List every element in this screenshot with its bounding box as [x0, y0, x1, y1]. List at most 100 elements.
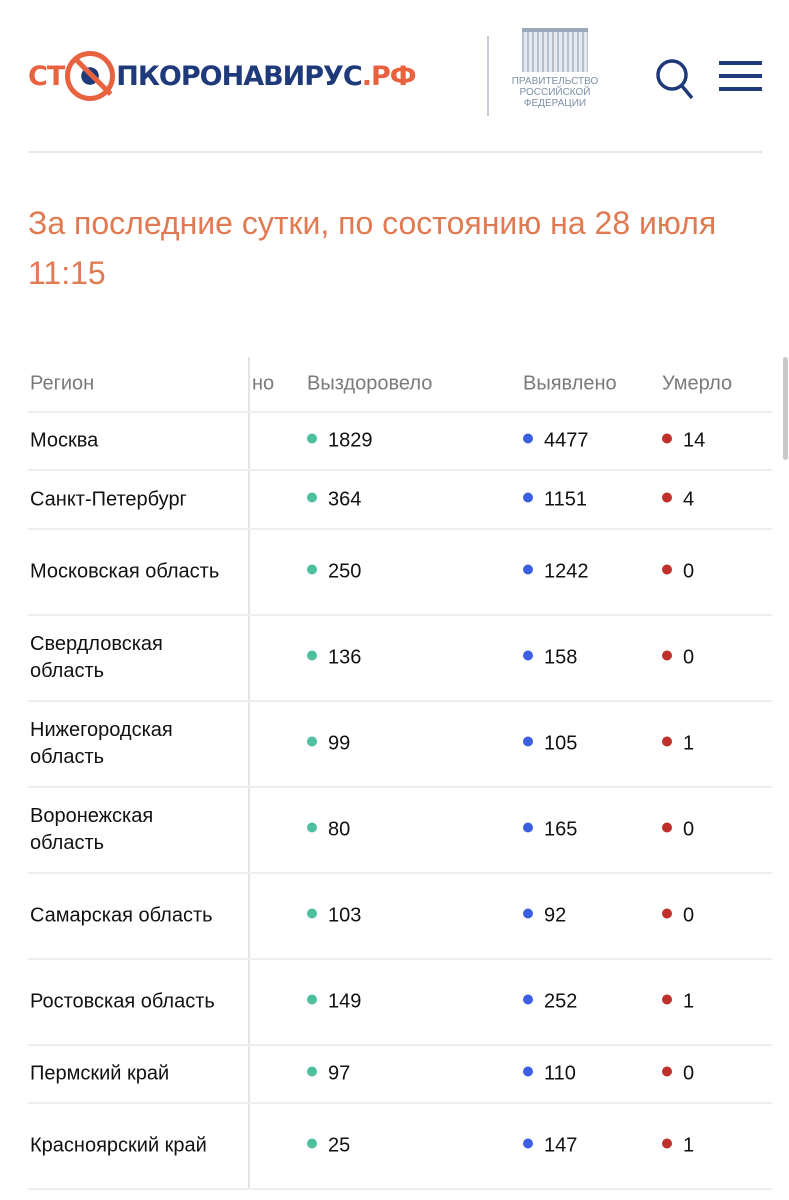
detected-dot-icon — [523, 994, 533, 1005]
header-died[interactable]: Умерло — [662, 372, 733, 395]
region-name: Свердловская область — [30, 633, 163, 682]
detected-number: 4477 — [544, 429, 589, 452]
regions-table: Регион но Выздоровело Выявлено Умерло Мо… — [28, 357, 772, 1190]
recovered-value: 136 — [307, 647, 361, 670]
region-name: Красноярский край — [30, 1134, 207, 1157]
header-separator — [28, 151, 762, 153]
died-value: 14 — [662, 430, 705, 453]
site-logo[interactable]: СТ ПКОРОНАВИРУС .РФ — [28, 48, 417, 104]
recovered-dot-icon — [307, 1066, 317, 1077]
table-row: Воронежская область 80 165 0 — [28, 788, 772, 874]
detected-value: 105 — [523, 733, 577, 756]
header-divider — [487, 36, 489, 116]
table-row: Свердловская область 136 158 0 — [28, 616, 772, 702]
detected-value: 252 — [523, 991, 577, 1014]
recovered-value: 364 — [307, 488, 361, 511]
recovered-number: 25 — [328, 1134, 351, 1157]
recovered-value: 99 — [307, 733, 350, 756]
died-number: 14 — [683, 429, 706, 452]
died-dot-icon — [662, 1066, 672, 1077]
recovered-value: 103 — [307, 905, 361, 928]
recovered-number: 1829 — [328, 429, 373, 452]
government-logo[interactable]: ПРАВИТЕЛЬСТВО РОССИЙСКОЙ ФЕДЕРАЦИИ — [507, 28, 603, 109]
detected-dot-icon — [523, 1138, 533, 1149]
detected-value: 92 — [523, 905, 566, 928]
recovered-dot-icon — [307, 1138, 317, 1149]
recovered-number: 136 — [328, 646, 362, 669]
died-value: 1 — [662, 991, 694, 1014]
recovered-value: 25 — [307, 1135, 350, 1158]
detected-dot-icon — [523, 1066, 533, 1077]
detected-number: 147 — [544, 1134, 578, 1157]
page-title: За последние сутки, по состоянию на 28 и… — [28, 198, 789, 298]
region-name: Санкт-Петербург — [30, 488, 187, 510]
recovered-dot-icon — [307, 433, 317, 444]
detected-number: 1242 — [544, 560, 589, 583]
title-line-1: За последние сутки, по состоянию на 28 и… — [28, 205, 717, 241]
detected-value: 1151 — [523, 488, 587, 511]
recovered-number: 97 — [328, 1062, 351, 1085]
detected-dot-icon — [523, 822, 533, 833]
detected-value: 165 — [523, 819, 577, 842]
recovered-number: 250 — [328, 560, 362, 583]
header-hidden-column[interactable]: но — [252, 372, 275, 395]
recovered-dot-icon — [307, 650, 317, 661]
died-dot-icon — [662, 908, 672, 919]
died-value: 4 — [662, 488, 694, 511]
table-row: Красноярский край 25 147 1 — [28, 1104, 772, 1190]
header-recovered[interactable]: Выздоровело — [307, 372, 433, 395]
detected-value: 147 — [523, 1135, 577, 1158]
detected-value: 4477 — [523, 430, 589, 453]
died-dot-icon — [662, 1138, 672, 1149]
died-number: 1 — [683, 990, 695, 1013]
recovered-value: 250 — [307, 561, 361, 584]
region-name: Нижегородская область — [30, 719, 173, 768]
table-row: Нижегородская область 99 105 1 — [28, 702, 772, 788]
detected-value: 1242 — [523, 561, 589, 584]
recovered-value: 80 — [307, 819, 350, 842]
detected-value: 158 — [523, 647, 577, 670]
detected-value: 110 — [523, 1063, 576, 1086]
detected-number: 105 — [544, 732, 578, 755]
detected-number: 110 — [544, 1062, 576, 1085]
recovered-dot-icon — [307, 492, 317, 502]
detected-number: 92 — [544, 904, 567, 927]
died-number: 1 — [683, 1134, 695, 1157]
table-row: Ростовская область 149 252 1 — [28, 960, 772, 1046]
table-row: Санкт-Петербург 364 1151 4 — [28, 471, 772, 530]
detected-dot-icon — [523, 433, 533, 444]
table-row: Московская область 250 1242 0 — [28, 530, 772, 616]
header-region[interactable]: Регион — [30, 372, 95, 395]
recovered-dot-icon — [307, 822, 317, 833]
recovered-dot-icon — [307, 994, 317, 1005]
detected-dot-icon — [523, 736, 533, 747]
search-icon[interactable] — [655, 58, 695, 100]
recovered-number: 364 — [328, 488, 362, 510]
recovered-dot-icon — [307, 564, 317, 575]
recovered-number: 99 — [328, 732, 351, 755]
government-building-icon — [522, 28, 588, 72]
region-name: Москва — [30, 429, 99, 452]
died-number: 1 — [683, 732, 695, 755]
recovered-number: 80 — [328, 818, 351, 841]
detected-number: 165 — [544, 818, 578, 841]
detected-dot-icon — [523, 564, 533, 575]
header-detected[interactable]: Выявлено — [523, 372, 617, 395]
menu-icon[interactable] — [719, 61, 762, 91]
died-dot-icon — [662, 994, 672, 1005]
died-number: 0 — [683, 818, 695, 841]
gov-text-3: ФЕДЕРАЦИИ — [523, 98, 587, 109]
region-name: Московская область — [30, 560, 220, 583]
table-row: Пермский край 97 110 0 — [28, 1046, 772, 1104]
recovered-value: 1829 — [307, 430, 373, 453]
died-dot-icon — [662, 736, 672, 747]
crossed-virus-icon — [65, 51, 116, 101]
died-number: 0 — [683, 904, 695, 927]
died-value: 1 — [662, 733, 694, 756]
gov-text-2: РОССИЙСКОЙ — [519, 87, 591, 98]
table-row: Москва 1829 4477 14 — [28, 413, 772, 471]
table-scrollbar[interactable] — [783, 357, 788, 460]
died-value: 0 — [662, 819, 694, 842]
detected-dot-icon — [523, 492, 533, 502]
recovered-number: 103 — [328, 904, 362, 927]
